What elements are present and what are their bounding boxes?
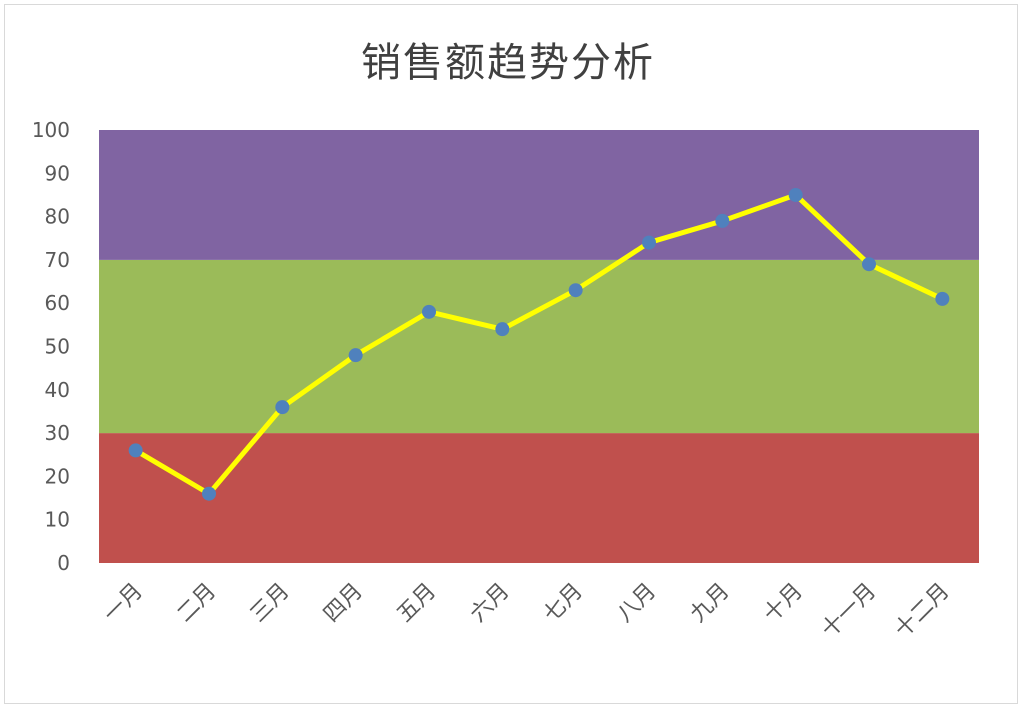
x-tick-label: 七月 [539,579,588,628]
data-point [715,213,730,228]
x-tick-label: 三月 [246,579,295,628]
x-axis-ticks: 一月 二月 三月 四月 五月 六月 七月 八月 九月 十月 十一月 十二月 [99,579,954,643]
x-tick-label: 九月 [686,579,735,628]
data-point [935,291,950,306]
x-tick-label: 六月 [466,579,515,628]
chart-title: 销售额趋势分析 [361,40,655,86]
data-point [422,304,436,319]
data-point [642,235,656,250]
x-tick-label: 五月 [392,579,441,628]
y-tick-label: 90 [45,161,70,185]
data-point [275,400,290,415]
series-layer [128,187,950,501]
y-tick-label: 80 [45,205,70,229]
data-point [128,443,143,458]
data-point [568,283,583,298]
band-1 [99,259,979,434]
x-tick-label: 一月 [99,579,148,628]
data-point [202,486,216,501]
y-tick-label: 70 [45,248,70,272]
background-bands [99,130,979,563]
y-tick-label: 40 [45,378,70,402]
data-point [348,348,363,363]
x-tick-label: 十月 [759,579,808,628]
y-tick-label: 100 [32,118,70,142]
x-tick-label: 八月 [612,579,661,628]
x-tick-label: 二月 [172,579,221,628]
data-point [862,257,876,272]
band-0 [99,433,979,563]
y-tick-label: 30 [45,421,70,445]
y-tick-label: 0 [57,551,70,575]
band-2 [99,130,979,260]
y-axis-ticks: 0 10 20 30 40 50 60 70 80 90 100 [32,118,70,575]
x-tick-label: 四月 [319,579,368,628]
x-tick-label: 十二月 [890,579,954,643]
series-line [133,192,945,497]
x-tick-label: 十一月 [817,579,881,643]
data-point [495,322,510,337]
y-tick-label: 10 [45,508,70,532]
data-point [788,187,803,202]
y-tick-label: 60 [45,291,70,315]
y-tick-label: 50 [45,335,70,359]
y-tick-label: 20 [45,464,70,488]
